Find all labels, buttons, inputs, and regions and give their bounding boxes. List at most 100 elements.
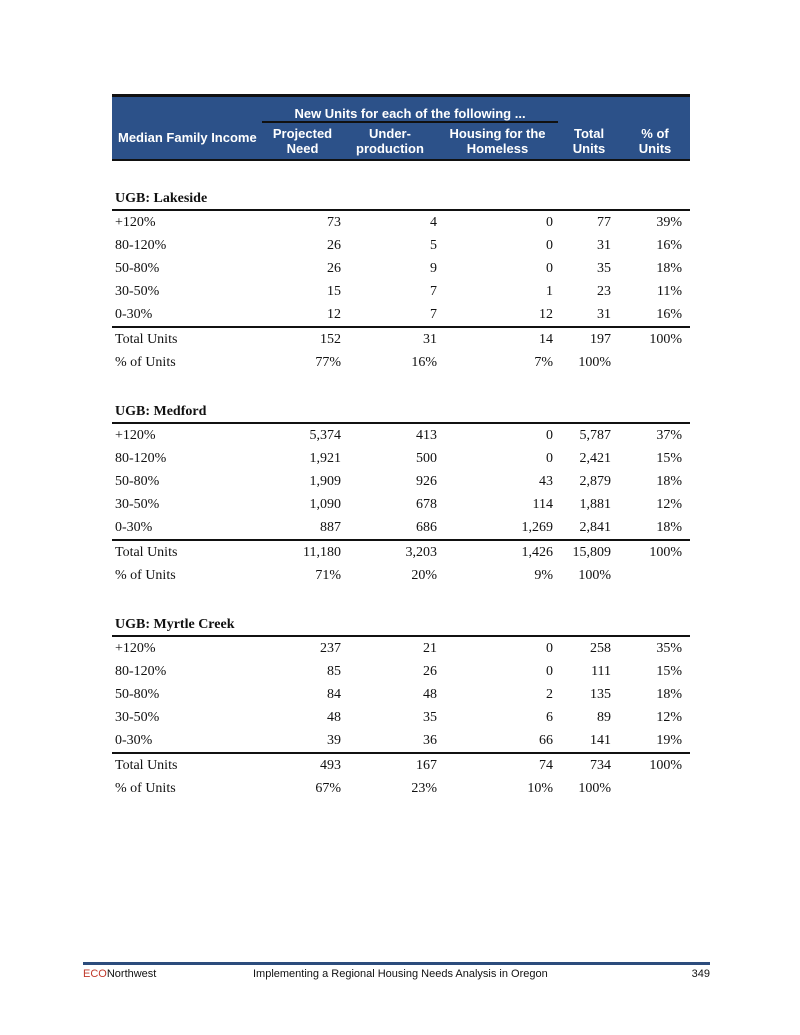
cell: 10% — [527, 780, 554, 796]
cell: 0 — [546, 214, 554, 230]
cell: 16% — [411, 354, 437, 370]
cell: 0 — [546, 237, 554, 253]
cell: 0 — [546, 450, 554, 466]
cell: 237 — [320, 640, 341, 656]
cell: % of Units — [115, 354, 176, 370]
percent-row: % of Units 67% 23% 10% 100% — [112, 777, 690, 800]
cell: 23 — [597, 283, 612, 299]
cell: 1,909 — [309, 473, 342, 489]
cell: 111 — [591, 663, 612, 679]
cell: 26 — [327, 237, 341, 253]
cell: +120% — [115, 640, 156, 656]
header-income: Median Family Income — [112, 94, 262, 161]
cell: 258 — [590, 640, 612, 656]
section-title: UGB: Myrtle Creek — [112, 609, 691, 637]
table-row: 50-80% 84 48 2 135 18% — [112, 683, 690, 706]
cell: 21 — [423, 640, 437, 656]
header-col: Projected Need — [262, 122, 343, 161]
cell: Total Units — [112, 326, 262, 351]
cell: 18% — [656, 473, 683, 489]
cell: 0-30% — [115, 519, 153, 535]
cell: 197 — [558, 326, 621, 351]
cell: 66 — [539, 732, 554, 748]
cell: 84 — [327, 686, 341, 702]
cell: 0 — [546, 663, 554, 679]
cell: 2,841 — [579, 519, 612, 535]
cell: +120% — [115, 427, 156, 443]
cell: 14 — [437, 326, 559, 351]
cell: % of Units — [115, 780, 176, 796]
cell: 26 — [423, 663, 437, 679]
cell: 16% — [656, 306, 683, 322]
cell: 5,787 — [579, 427, 612, 443]
section-title: UGB: Medford — [112, 396, 691, 424]
cell: 4 — [430, 214, 437, 230]
cell: 80-120% — [115, 450, 167, 466]
table-row: 80-120% 85 26 0 111 15% — [112, 660, 690, 683]
cell: 2,421 — [579, 450, 612, 466]
cell: 1,921 — [309, 450, 342, 466]
cell: 73 — [327, 214, 341, 230]
cell: 80-120% — [115, 237, 167, 253]
cell: 15,809 — [558, 539, 621, 564]
cell: 31 — [597, 306, 612, 322]
footer-title: Implementing a Regional Housing Needs An… — [253, 968, 548, 980]
cell: 167 — [343, 752, 437, 777]
cell: 500 — [416, 450, 437, 466]
cell: Total Units — [112, 752, 262, 777]
cell: 7 — [430, 283, 437, 299]
cell: 926 — [416, 473, 437, 489]
section-title: UGB: Lakeside — [112, 183, 691, 211]
cell: 15 — [327, 283, 341, 299]
cell: 734 — [558, 752, 621, 777]
cell: 11% — [656, 283, 683, 299]
cell: 15% — [656, 450, 683, 466]
total-row: Total Units 152 31 14 197 100% — [112, 326, 691, 351]
page-number: 349 — [691, 968, 710, 980]
cell: 35 — [597, 260, 612, 276]
cell: 30-50% — [115, 709, 160, 725]
cell: 0 — [546, 427, 554, 443]
cell: +120% — [115, 214, 156, 230]
cell: 1,881 — [579, 496, 612, 512]
header-group: New Units for each of the following ... — [262, 94, 559, 123]
cell: 1,090 — [309, 496, 342, 512]
cell: 67% — [315, 780, 341, 796]
table-row: 80-120% 1,921 500 0 2,421 15% — [112, 447, 690, 470]
cell: 50-80% — [115, 473, 160, 489]
table-row: 30-50% 1,090 678 114 1,881 12% — [112, 493, 690, 516]
cell: 100% — [620, 752, 691, 777]
cell: 37% — [656, 427, 683, 443]
cell — [620, 351, 690, 374]
header-col: Total Units — [558, 122, 621, 161]
cell: 18% — [656, 519, 683, 535]
cell: 50-80% — [115, 260, 160, 276]
table-row: 50-80% 26 9 0 35 18% — [112, 257, 690, 280]
table-row: +120% 5,374 413 0 5,787 37% — [112, 423, 690, 447]
cell: 48 — [423, 686, 437, 702]
cell: 36 — [423, 732, 437, 748]
cell: 23% — [411, 780, 437, 796]
table-row: 50-80% 1,909 926 43 2,879 18% — [112, 470, 690, 493]
cell: 12 — [327, 306, 341, 322]
cell: 678 — [416, 496, 437, 512]
housing-units-table: Median Family Income New Units for each o… — [112, 94, 691, 800]
cell: 35 — [423, 709, 437, 725]
cell: 1,269 — [521, 519, 554, 535]
table-row: +120% 73 4 0 77 39% — [112, 210, 690, 234]
cell: 9 — [430, 260, 437, 276]
cell: 77 — [597, 214, 612, 230]
cell: 9% — [534, 567, 554, 583]
cell: 74 — [437, 752, 559, 777]
header-col: Housing for the Homeless — [437, 122, 559, 161]
cell: 85 — [327, 663, 341, 679]
cell: 80-120% — [115, 663, 167, 679]
cell: 12% — [656, 496, 683, 512]
cell: 114 — [532, 496, 554, 512]
cell: 30-50% — [115, 496, 160, 512]
cell: 141 — [590, 732, 612, 748]
cell: 26 — [327, 260, 341, 276]
cell: 1,426 — [437, 539, 559, 564]
cell — [620, 564, 690, 587]
